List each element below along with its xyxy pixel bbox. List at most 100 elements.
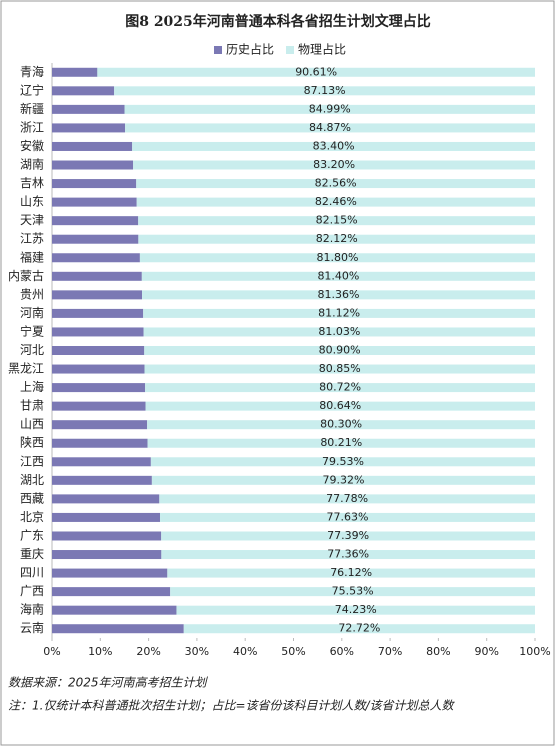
y-tick-label: 广东 [20,528,44,542]
y-tick-label: 湖南 [20,157,44,172]
bar [143,327,535,337]
data-label: 80.72% [319,381,361,394]
bar [52,512,161,522]
legend-swatch [286,46,294,54]
y-tick-label: 贵州 [20,287,44,301]
y-tick-label: 内蒙古 [8,268,44,283]
data-label: 82.12% [316,232,358,245]
bar [52,587,171,597]
y-tick-label: 江苏 [20,232,44,246]
y-tick-label: 上海 [20,379,44,394]
bar [114,86,535,96]
y-tick-label: 辽宁 [20,82,44,97]
y-tick-label: 重庆 [20,547,44,561]
data-label: 82.56% [315,177,357,190]
data-label: 72.72% [338,622,380,635]
bar [138,234,535,244]
data-label: 80.64% [319,399,361,412]
data-label: 82.15% [316,214,358,227]
y-tick-label: 福建 [20,249,44,264]
bar [52,141,133,151]
bar [52,605,177,615]
x-tick-label: 10% [88,645,112,658]
x-tick-label: 70% [378,645,402,658]
data-label: 87.13% [304,84,346,97]
bar [52,327,144,337]
data-label: 83.20% [313,158,355,171]
bar [183,624,536,634]
bar [151,475,535,485]
data-label: 82.46% [315,195,357,208]
bar [145,383,535,393]
y-tick-label: 黑龙江 [8,362,44,376]
bar [52,624,184,634]
data-label: 77.63% [327,510,369,523]
data-label: 81.40% [317,269,359,282]
bar [52,568,168,578]
x-tick-label: 40% [233,645,257,658]
bar [52,346,145,355]
y-tick-label: 青海 [20,64,44,79]
y-tick-label: 海南 [20,602,44,617]
data-label: 80.30% [320,418,362,431]
bar [52,383,146,393]
bar [52,104,125,114]
bar [170,587,535,597]
x-tick-label: 20% [136,645,160,658]
data-label: 80.21% [320,436,362,449]
bar [52,123,126,133]
y-tick-label: 河北 [20,343,44,357]
bar [52,216,139,226]
y-tick-label: 河南 [20,305,44,320]
bar [52,67,98,77]
bar [139,253,535,263]
bar [147,438,535,448]
bar [132,141,536,151]
bar [52,457,151,467]
legend-label: 历史占比 [226,42,274,57]
data-label: 77.36% [327,548,369,561]
data-label: 74.23% [335,603,377,616]
y-tick-label: 北京 [20,510,44,524]
y-tick-label: 甘肃 [20,399,44,413]
y-tick-label: 天津 [20,213,44,227]
bar [52,86,115,96]
y-tick-label: 四川 [20,566,44,580]
bar [52,160,134,170]
x-tick-label: 50% [281,645,305,658]
bar [136,197,535,207]
note: 注：1.仅统计本科普通批次招生计划；占比=该省份该科目计划人数/该省计划总人数 [8,699,456,713]
bar [125,123,535,133]
bar [136,179,535,189]
y-tick-label: 吉林 [20,176,44,190]
y-tick-label: 安徽 [20,138,44,153]
bar [150,457,535,467]
data-label: 77.78% [326,492,368,505]
data-label: 80.85% [319,362,361,375]
bar [138,216,535,226]
bar [52,401,146,411]
data-label: 79.53% [322,455,364,468]
data-label: 90.61% [295,65,337,78]
y-tick-label: 山东 [20,195,44,209]
bar [52,475,152,485]
bar [167,568,535,578]
bar [160,512,535,522]
note: 数据来源：2025年河南高考招生计划 [8,676,209,690]
y-tick-label: 云南 [20,620,44,635]
bar [52,253,140,263]
bar [144,346,536,355]
bar [142,290,536,300]
bar [124,104,536,114]
bar [147,420,535,430]
y-tick-label: 山西 [20,417,44,431]
bar [145,401,536,411]
data-label: 75.53% [332,585,374,598]
data-label: 77.39% [327,529,369,542]
data-label: 76.12% [330,566,372,579]
bar [52,420,148,430]
bar [159,494,535,504]
bar [144,364,535,374]
y-tick-label: 广西 [20,584,44,598]
